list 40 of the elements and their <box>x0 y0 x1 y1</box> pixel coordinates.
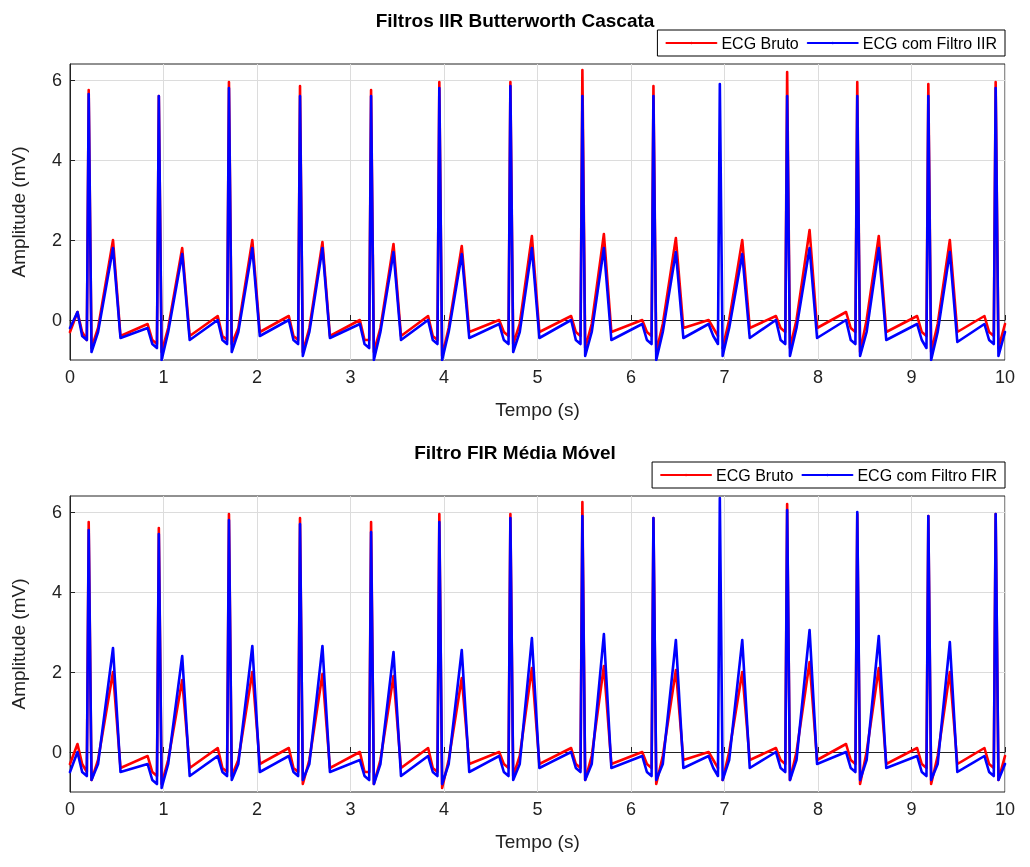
x-tick-label: 4 <box>438 367 450 387</box>
x-tick-label: 2 <box>251 367 263 387</box>
chart-title: Filtros IIR Butterworth Cascata <box>375 10 655 31</box>
x-tick-label: 9 <box>906 799 917 819</box>
chart-title: Filtro FIR Média Móvel <box>414 442 616 463</box>
x-tick-label: 7 <box>719 799 730 819</box>
x-tick-label: 2 <box>251 799 263 819</box>
x-tick-label: 5 <box>532 367 543 387</box>
x-tick-label: 10 <box>994 367 1016 387</box>
x-tick-label: 4 <box>438 799 450 819</box>
x-tick-label: 8 <box>812 367 824 387</box>
x-tick-label: 6 <box>625 367 637 387</box>
y-tick-label: 2 <box>51 230 62 250</box>
legend-label: ECG Bruto <box>716 466 794 484</box>
y-tick-label: 4 <box>51 582 62 602</box>
x-tick-label: 1 <box>158 799 169 819</box>
x-tick-label: 6 <box>625 799 637 819</box>
x-axis-title: Tempo (s) <box>495 399 580 420</box>
legend-label: ECG com Filtro IIR <box>862 34 997 52</box>
y-tick-label: 2 <box>51 662 62 682</box>
x-tick-label: 0 <box>64 799 76 819</box>
x-tick-label: 10 <box>994 799 1016 819</box>
x-tick-label: 0 <box>64 367 76 387</box>
y-tick-label: 4 <box>51 150 62 170</box>
x-tick-label: 1 <box>158 367 169 387</box>
x-tick-label: 3 <box>345 799 356 819</box>
y-axis-title: Amplitude (mV) <box>8 146 29 278</box>
legend-label: ECG com Filtro FIR <box>857 466 997 484</box>
y-tick-label: 0 <box>51 742 62 762</box>
y-axis-title: Amplitude (mV) <box>8 578 29 710</box>
legend-label: ECG Bruto <box>721 34 799 52</box>
x-tick-label: 3 <box>345 367 356 387</box>
x-tick-label: 8 <box>812 799 824 819</box>
y-tick-label: 0 <box>51 310 62 330</box>
x-tick-label: 7 <box>719 367 730 387</box>
x-tick-label: 5 <box>532 799 543 819</box>
x-tick-label: 9 <box>906 367 917 387</box>
y-tick-label: 6 <box>51 70 62 90</box>
y-tick-label: 6 <box>51 502 62 522</box>
x-axis-title: Tempo (s) <box>495 831 580 852</box>
